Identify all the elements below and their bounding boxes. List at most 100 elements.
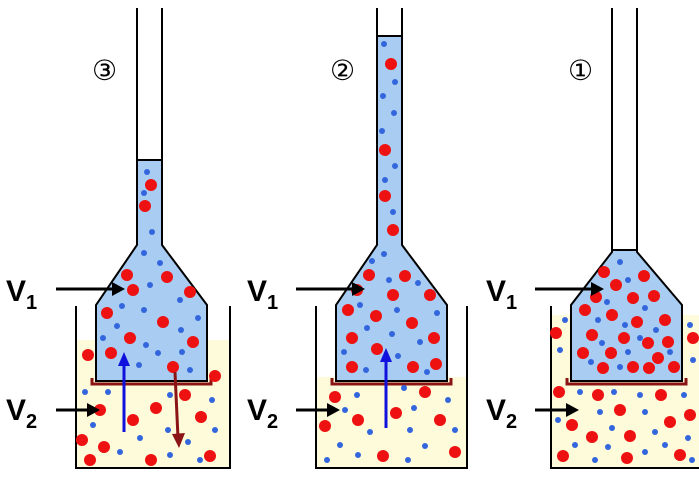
solvent-particle [394,307,400,313]
volume-label-v2: V2 [247,394,278,433]
volume-label-v1: V1 [6,275,37,314]
panel-number: ③ [92,54,117,87]
solvent-particle [337,442,343,448]
solute-particle [204,450,216,462]
inner-solution [570,249,683,382]
solute-particle [577,347,589,359]
solvent-particle [642,305,648,311]
solute-particle [605,347,617,359]
solute-particle [662,336,674,348]
solvent-particle [625,277,631,283]
arrow-right-icon [296,403,340,417]
solute-particle [390,407,402,419]
solute-particle [664,416,676,428]
inner-solution [335,35,448,382]
solvent-particle [415,280,421,286]
solute-particle [101,307,113,319]
solvent-particle [662,442,668,448]
solute-particle [377,450,389,462]
panel-number: ① [568,54,593,87]
solute-particle [424,289,436,301]
solute-particle [82,349,94,361]
solute-particle [124,332,136,344]
solute-particle [652,352,664,364]
solute-particle [167,361,179,373]
flow-arrow-in [380,348,392,428]
solvent-particle [625,349,631,355]
solvent-particle [637,392,643,398]
solvent-particle [434,310,440,316]
solute-particle [406,317,418,329]
solvent-particle [105,389,111,395]
solvent-particle [637,335,643,341]
solute-particle [586,329,598,341]
solute-particle [606,309,618,321]
solute-particle [419,386,431,398]
solute-particle [674,449,686,461]
solute-particle [399,270,411,282]
solute-particle [684,409,696,421]
solvent-particle [604,299,610,305]
solvent-particle [572,442,578,448]
solute-particle [157,316,169,328]
arrow-right-icon [296,282,365,296]
beaker-wall [75,306,231,469]
solvent-particle [367,429,373,435]
solute-particle [579,304,591,316]
solvent-particle [391,110,397,116]
solute-particle [638,270,650,282]
solute-particle [434,414,446,426]
solvent-particle [617,259,623,265]
solvent-particle [355,452,361,458]
solute-particle [319,420,331,432]
solute-particle [597,362,609,374]
solvent-particle [390,209,396,215]
solute-particle [621,452,633,464]
svg-text:V2: V2 [6,394,37,433]
solute-particle [407,361,419,373]
membrane [90,378,213,386]
solvent-particle [157,260,163,266]
solvent-particle [179,349,185,355]
solvent-particle [652,429,658,435]
solvent-particle [144,169,150,175]
particles [76,169,221,466]
solvent-particle [90,422,96,428]
solute-particle [618,332,630,344]
solute-particle [428,332,440,344]
solvent-particle [341,349,347,355]
solute-particle [627,361,639,373]
solute-particle [352,414,364,426]
solute-particle [161,271,173,283]
solute-particle [346,332,358,344]
solute-particle [121,269,133,281]
solute-particle [127,414,139,426]
solute-particle [449,446,461,458]
solute-particle [346,361,358,373]
solute-particle [631,316,643,328]
solvent-particle [611,389,617,395]
solvent-particle [452,427,458,433]
solute-particle [329,391,341,403]
solute-particle [687,332,699,344]
solute-particle [387,224,399,236]
solvent-particle [381,251,387,257]
inner-solution [95,159,208,382]
solute-particle [586,431,598,443]
solute-particle [139,200,151,212]
solvent-particle [354,392,360,398]
solvent-particle [557,347,563,353]
arrow-right-icon [535,282,604,296]
solvent-particle [137,435,143,441]
arrow-right-icon [535,403,579,417]
solvent-particle [422,443,428,449]
solvent-particle [642,449,648,455]
solvent-particle [555,417,561,423]
solute-particle [105,347,117,359]
solute-particle [179,389,191,401]
solvent-particle [687,322,693,328]
tube-walls [376,8,403,36]
volume-label-v2: V2 [6,394,37,433]
svg-text:V2: V2 [486,394,517,433]
